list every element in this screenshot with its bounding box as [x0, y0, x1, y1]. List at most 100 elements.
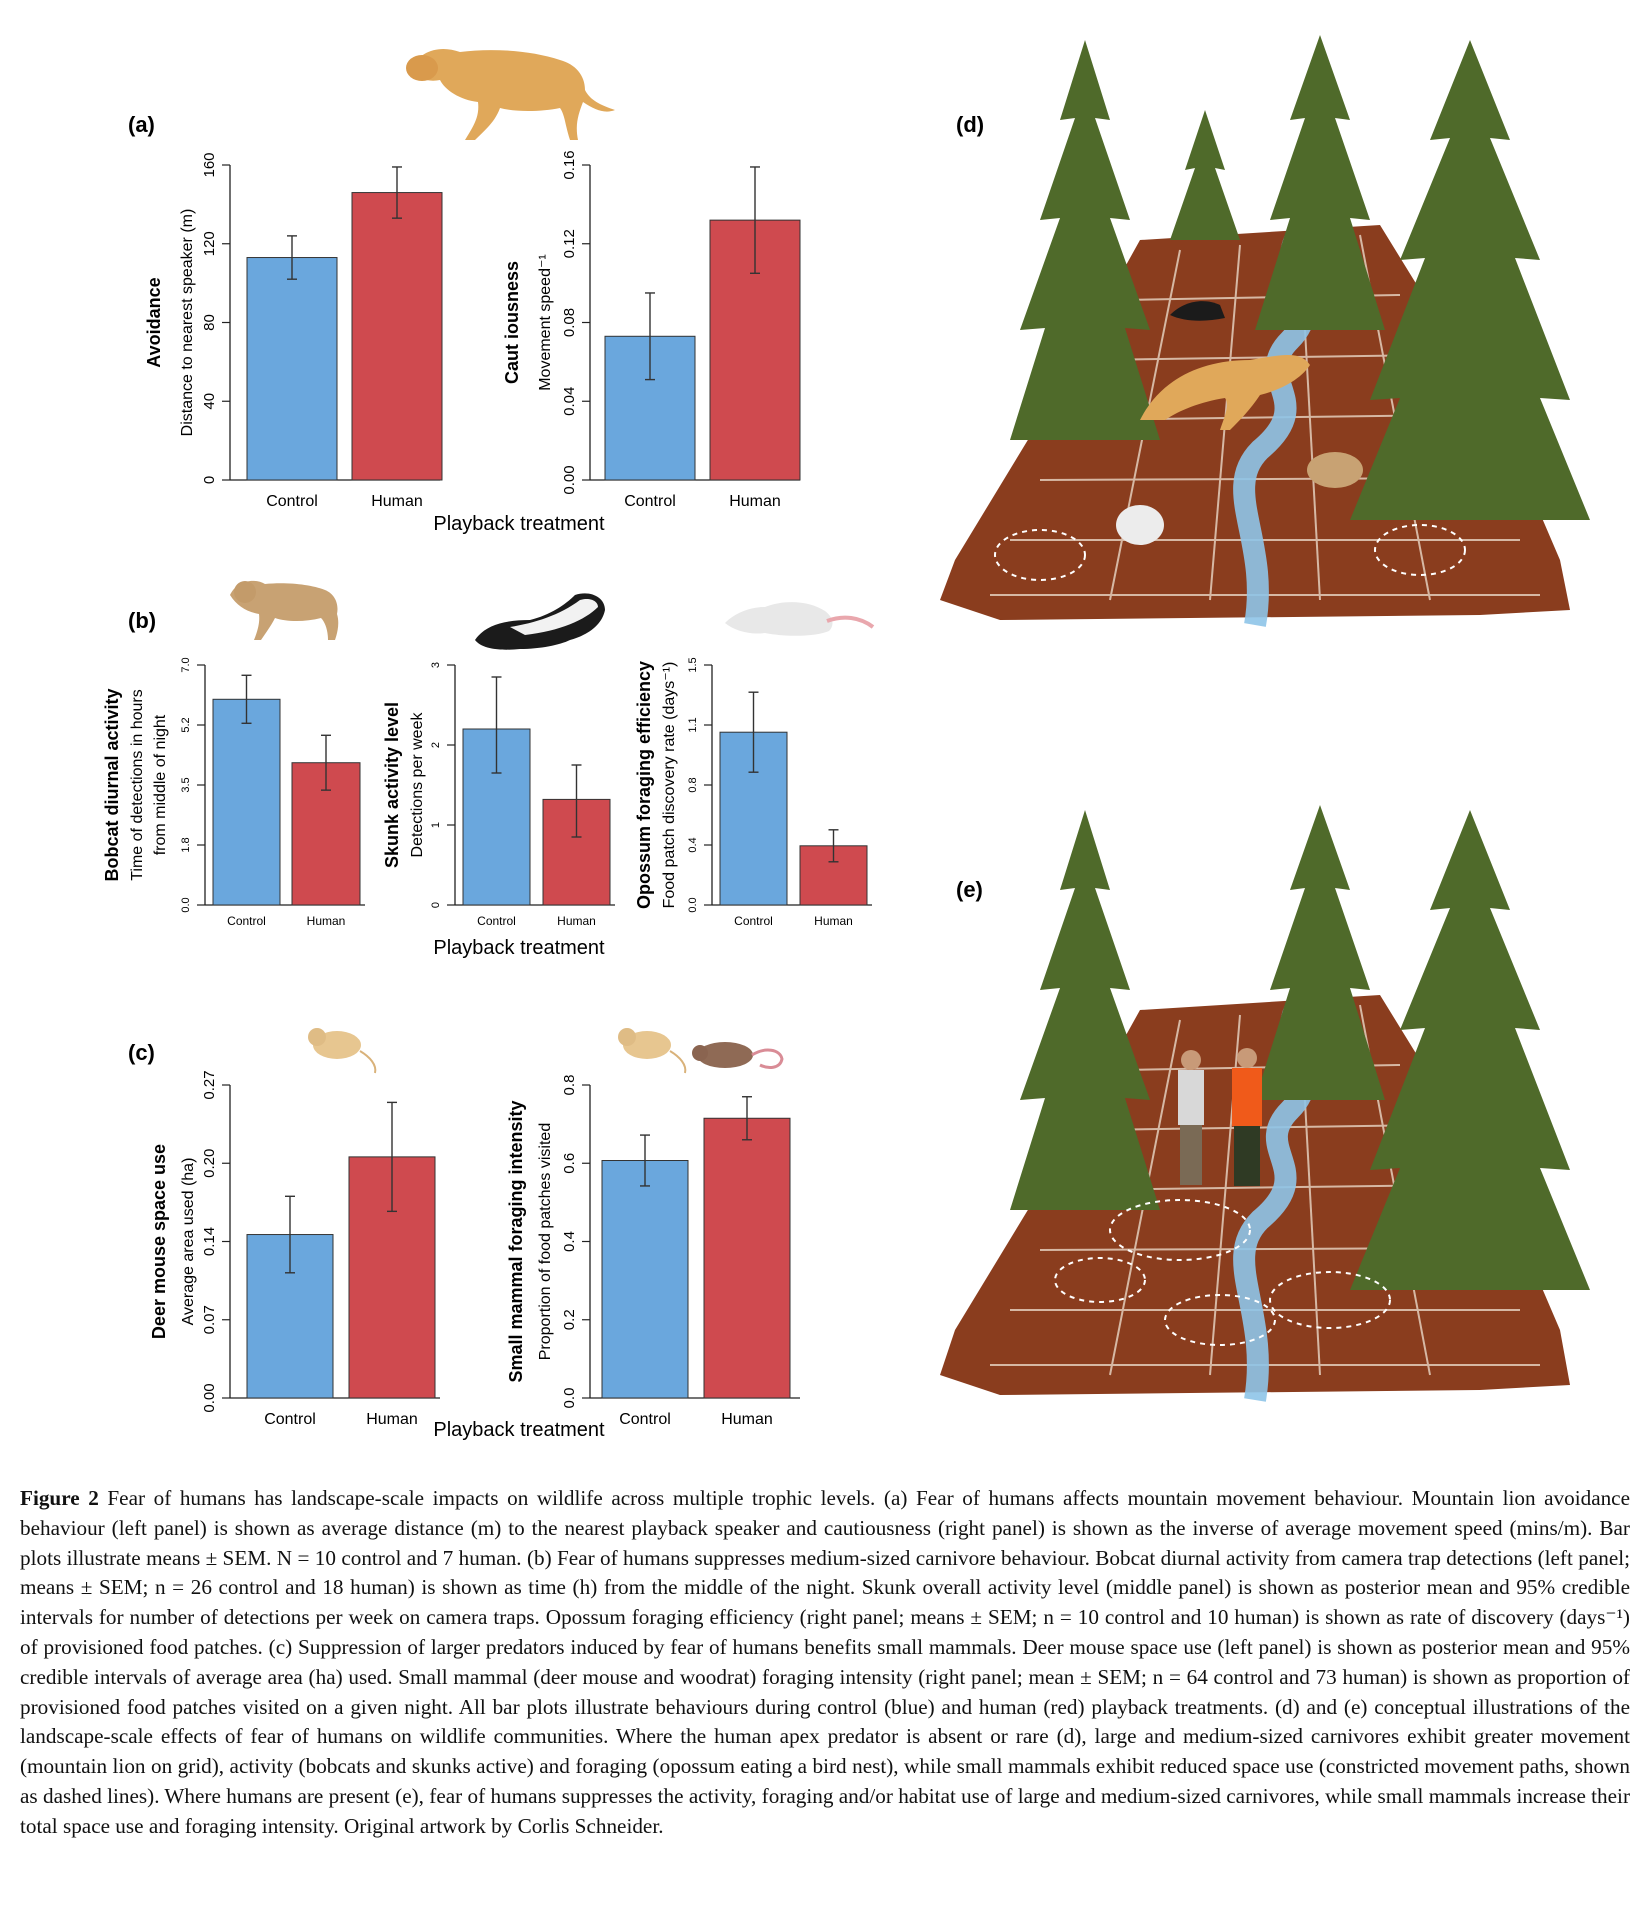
panel-label-c: (c) — [128, 1040, 155, 1065]
x-tick-label: Human — [307, 914, 346, 928]
x-axis-title-c: Playback treatment — [433, 1419, 605, 1441]
y-tick-label: 0.16 — [561, 150, 578, 179]
bobcat-icon — [1307, 452, 1363, 488]
y-axis-label: Detections per week — [409, 712, 426, 858]
y-tick-label: 0.04 — [561, 387, 578, 416]
x-tick-label: Human — [371, 493, 423, 510]
y-tick-label: 120 — [201, 231, 218, 256]
y-tick-label: 0.27 — [201, 1070, 218, 1099]
mountain-lion-icon — [406, 49, 615, 140]
y-axis-title: Skunk activity level — [382, 702, 402, 868]
y-tick-label: 0.2 — [561, 1309, 578, 1330]
x-tick-label: Human — [366, 1411, 418, 1428]
panel-label-d: (d) — [956, 112, 984, 137]
x-tick-label: Control — [477, 914, 516, 928]
y-tick-label: 0.07 — [201, 1305, 218, 1334]
y-tick-label: 1.5 — [687, 657, 699, 672]
y-tick-label: 0.0 — [180, 897, 192, 912]
y-tick-label: 0 — [430, 902, 442, 908]
y-axis-title: Bobcat diurnal activity — [102, 688, 122, 881]
y-tick-label: 3.5 — [180, 777, 192, 792]
x-tick-label: Human — [814, 914, 853, 928]
y-tick-label: 1 — [430, 822, 442, 828]
caption-label: Figure 2 — [20, 1486, 99, 1510]
woodrat-icon — [692, 1042, 784, 1069]
y-tick-label: 1.1 — [687, 717, 699, 732]
chart-skunk-activity-level: 0 1 2 3 Skunk activity level Detections per w… — [382, 662, 615, 928]
illustration-e — [940, 805, 1590, 1402]
bar-human — [703, 1117, 791, 1399]
skunk-icon — [475, 593, 605, 650]
y-tick-label: 0.00 — [201, 1383, 218, 1412]
opossum-icon — [1116, 505, 1164, 545]
y-tick-label: 7.0 — [180, 657, 192, 672]
y-tick-label: 0.14 — [201, 1227, 218, 1256]
x-tick-label: Human — [721, 1411, 773, 1428]
y-axis-title: Avoidance — [144, 277, 164, 367]
x-tick-label: Control — [734, 914, 773, 928]
x-tick-label: Control — [266, 493, 318, 510]
y-tick-label: 0.4 — [687, 837, 699, 852]
y-tick-label: 0.0 — [561, 1388, 578, 1409]
x-tick-label: Human — [729, 493, 781, 510]
skunk-icon — [1170, 301, 1225, 321]
x-tick-label: Control — [264, 1411, 316, 1428]
chart-opossum-foraging-efficiency: 0.0 0.4 0.8 1.1 1.5 Opossum foraging efficien… — [634, 657, 872, 928]
y-tick-label: 0.8 — [687, 777, 699, 792]
y-tick-label: 0.00 — [561, 465, 578, 494]
y-tick-label: 0.08 — [561, 308, 578, 337]
y-tick-label: 40 — [201, 393, 218, 410]
y-tick-label: 5.2 — [180, 717, 192, 732]
y-tick-label: 2 — [430, 742, 442, 748]
y-axis-label: Average area used (ha) — [180, 1158, 197, 1326]
opossum-icon — [725, 602, 875, 636]
y-tick-label: 0.12 — [561, 229, 578, 258]
bar-control — [601, 1160, 689, 1399]
deer-mouse-icon — [308, 1028, 377, 1074]
illustration-d — [940, 35, 1590, 627]
figure-caption: Figure 2 Fear of humans has landscape-sc… — [20, 1484, 1630, 1842]
y-axis-title: Deer mouse space use — [149, 1144, 169, 1339]
x-axis-title-a: Playback treatment — [433, 513, 605, 535]
y-tick-label: 0.20 — [201, 1149, 218, 1178]
bar-human — [799, 845, 868, 906]
panel-label-e: (e) — [956, 877, 983, 902]
panel-label-a: (a) — [128, 112, 155, 137]
y-tick-label: 160 — [201, 152, 218, 177]
chart-bobcat-diurnal-activity: 0.0 1.8 3.5 5.2 7.0 Bobcat diurnal activity Ti… — [102, 657, 365, 928]
y-axis-label-line2: from middle of night — [152, 714, 169, 855]
y-tick-label: 0.0 — [687, 897, 699, 912]
caption-text: Fear of humans has landscape-scale impac… — [20, 1486, 1630, 1838]
chart-small-mammal-foraging-intensity: 0.0 0.2 0.4 0.6 0.8 Small mammal foraging int… — [506, 1075, 800, 1428]
bar-control — [246, 257, 338, 481]
x-tick-label: Control — [227, 914, 266, 928]
x-axis-title-b: Playback treatment — [433, 937, 605, 959]
y-tick-label: 0.8 — [561, 1075, 578, 1096]
chart-deer-mouse-space-use: 0.00 0.07 0.14 0.20 0.27 Deer mouse space use… — [149, 1070, 440, 1428]
y-axis-title: Opossum foraging efficiency — [634, 661, 654, 909]
bar-human — [351, 192, 443, 481]
panel-label-b: (b) — [128, 608, 156, 633]
deer-mouse-icon — [618, 1028, 687, 1074]
mountain-lion-icon — [1140, 355, 1310, 430]
y-axis-label: Proportion of food patches visited — [537, 1123, 554, 1360]
bobcat-icon — [230, 580, 339, 640]
y-tick-label: 3 — [430, 662, 442, 668]
hiker-icon — [1178, 1050, 1204, 1185]
x-tick-label: Human — [557, 914, 596, 928]
y-axis-title: Small mammal foraging intensity — [506, 1100, 526, 1382]
bar-control — [212, 698, 281, 906]
x-tick-label: Control — [624, 493, 676, 510]
hunter-icon — [1232, 1048, 1262, 1186]
y-tick-label: 80 — [201, 314, 218, 331]
y-tick-label: 0 — [201, 476, 218, 484]
y-tick-label: 0.4 — [561, 1231, 578, 1252]
y-axis-title: Caut iousness — [502, 261, 522, 384]
chart-cautiousness: 0.00 0.04 0.08 0.12 0.16 Caut iousness Movemen… — [502, 150, 801, 510]
y-axis-label: Distance to nearest speaker (m) — [179, 209, 196, 437]
y-tick-label: 1.8 — [180, 837, 192, 852]
y-axis-label: Movement speed⁻¹ — [537, 254, 554, 391]
y-axis-label: Food patch discovery rate (days⁻¹) — [661, 662, 678, 909]
x-tick-label: Control — [619, 1411, 671, 1428]
